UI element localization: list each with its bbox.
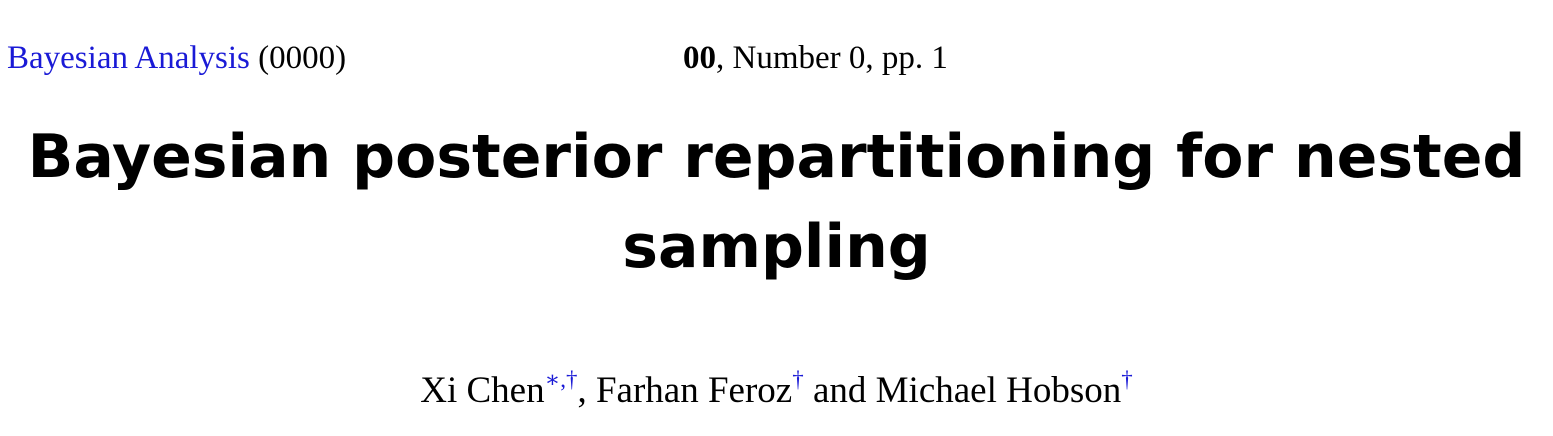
author-separator: , — [577, 370, 596, 411]
author-list: Xi Chen∗,†, Farhan Feroz† and Michael Ho… — [0, 365, 1553, 417]
journal-link[interactable]: Bayesian Analysis — [7, 40, 250, 76]
issue-details: , Number 0, pp. 1 — [716, 40, 948, 76]
author-affiliation-mark[interactable]: ∗,† — [544, 367, 578, 392]
volume-number: 00 — [683, 40, 716, 76]
page-header: Bayesian Analysis (0000) 00, Number 0, p… — [0, 36, 1553, 80]
title-line-2: sampling — [622, 212, 931, 282]
journal-citation: Bayesian Analysis (0000) — [7, 36, 346, 80]
author-name: Farhan Feroz — [595, 370, 793, 411]
paper-title: Bayesian posterior repartitioning for ne… — [0, 112, 1553, 292]
author-name: Michael Hobson — [875, 370, 1122, 411]
issue-info: 00, Number 0, pp. 1 — [683, 36, 948, 80]
journal-year: (0000) — [258, 40, 347, 76]
title-line-1: Bayesian posterior repartitioning for ne… — [27, 122, 1526, 192]
author-separator: and — [803, 370, 876, 411]
author-affiliation-mark[interactable]: † — [1121, 367, 1133, 392]
author-affiliation-mark[interactable]: † — [792, 367, 804, 392]
author-name: Xi Chen — [420, 370, 545, 411]
